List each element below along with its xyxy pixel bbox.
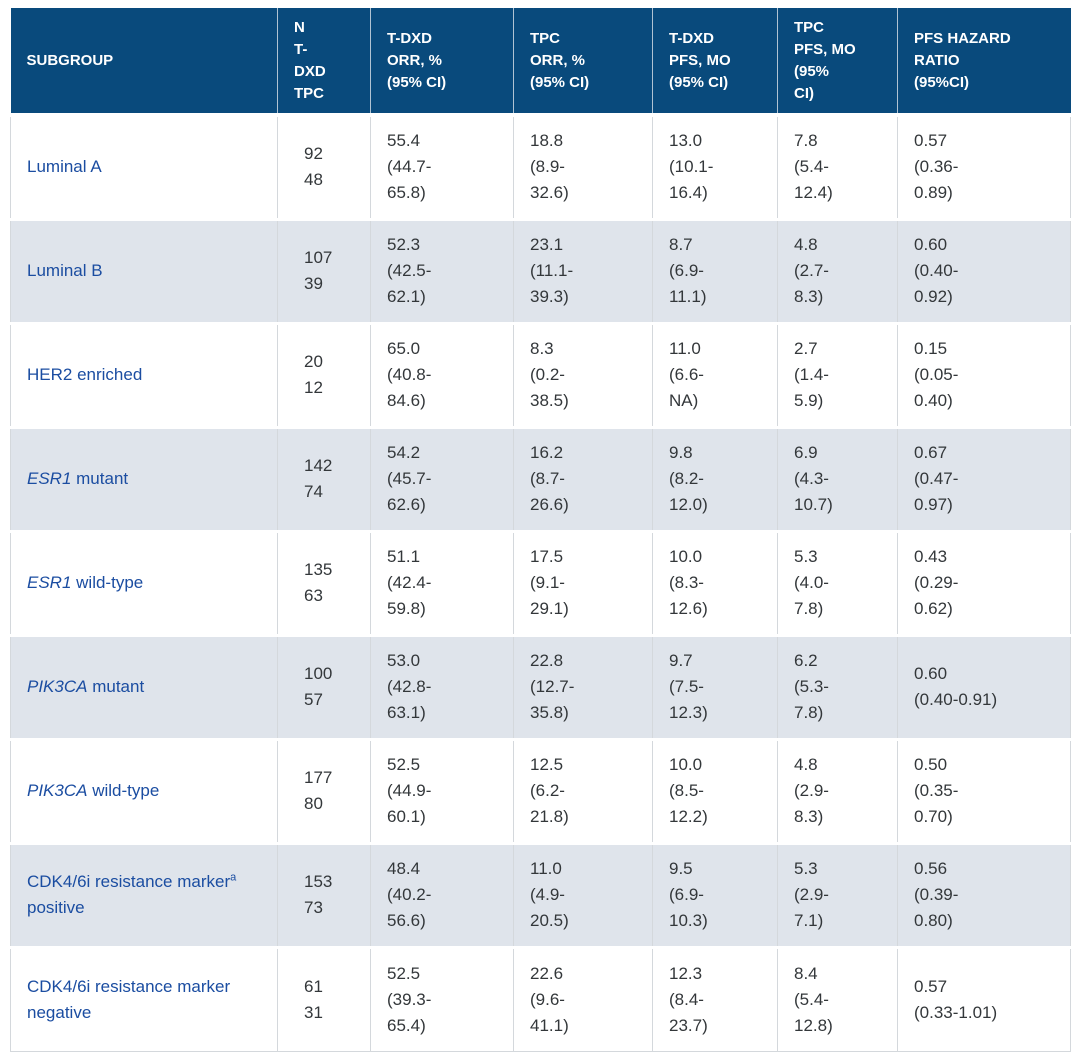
cell-tpc-pfs: 6.9 (4.3- 10.7) bbox=[777, 425, 898, 532]
cell-subgroup: CDK4/6i resistance marker negative bbox=[10, 945, 278, 1052]
cell-subgroup: Luminal A bbox=[10, 113, 278, 220]
footnote-marker: a bbox=[230, 871, 237, 884]
cell-pfs-hazard-ratio: 0.67 (0.47- 0.97) bbox=[897, 425, 1071, 532]
subgroup-label: Luminal A bbox=[27, 157, 102, 177]
subgroup-label: CDK4/6i resistance marker bbox=[27, 872, 231, 891]
table-row: CDK4/6i resistance markera positive 153 … bbox=[10, 841, 1071, 948]
table-row: CDK4/6i resistance marker negative 61 31… bbox=[10, 945, 1071, 1052]
cell-tpc-pfs: 4.8 (2.9- 8.3) bbox=[777, 737, 898, 844]
cell-n: 177 80 bbox=[277, 737, 371, 844]
gene-name: ESR1 bbox=[27, 573, 72, 592]
table-row: Luminal A 92 48 55.4 (44.7- 65.8) 18.8 (… bbox=[10, 113, 1071, 220]
cell-tdxd-pfs: 8.7 (6.9- 11.1) bbox=[652, 217, 778, 324]
column-header-tpc-pfs: TPC PFS, MO (95% CI) bbox=[777, 8, 898, 117]
cell-n: 92 48 bbox=[277, 113, 371, 220]
cell-n: 142 74 bbox=[277, 425, 371, 532]
cell-tpc-orr: 18.8 (8.9- 32.6) bbox=[513, 113, 653, 220]
cell-subgroup: PIK3CA wild-type bbox=[10, 737, 278, 844]
cell-tpc-pfs: 8.4 (5.4- 12.8) bbox=[777, 945, 898, 1052]
cell-n: 153 73 bbox=[277, 841, 371, 948]
column-header-n: N T- DXD TPC bbox=[277, 8, 371, 117]
cell-tdxd-pfs: 10.0 (8.5- 12.2) bbox=[652, 737, 778, 844]
cell-tdxd-orr: 65.0 (40.8- 84.6) bbox=[370, 321, 514, 428]
cell-tpc-orr: 8.3 (0.2- 38.5) bbox=[513, 321, 653, 428]
subgroup-label: wild-type bbox=[71, 573, 144, 592]
gene-name: PIK3CA bbox=[27, 677, 88, 696]
cell-tdxd-pfs: 9.7 (7.5- 12.3) bbox=[652, 633, 778, 740]
cell-tpc-pfs: 5.3 (4.0- 7.8) bbox=[777, 529, 898, 636]
cell-subgroup: PIK3CA mutant bbox=[10, 633, 278, 740]
gene-name: ESR1 bbox=[27, 469, 72, 488]
header-row: SUBGROUP N T- DXD TPC T-DXD ORR, % (95% … bbox=[10, 8, 1071, 117]
cell-tdxd-orr: 54.2 (45.7- 62.6) bbox=[370, 425, 514, 532]
cell-tdxd-pfs: 13.0 (10.1- 16.4) bbox=[652, 113, 778, 220]
subgroup-label: CDK4/6i resistance marker negative bbox=[27, 976, 231, 1022]
cell-n: 20 12 bbox=[277, 321, 371, 428]
cell-subgroup: ESR1 mutant bbox=[10, 425, 278, 532]
table-row: ESR1 mutant 142 74 54.2 (45.7- 62.6) 16.… bbox=[10, 425, 1071, 532]
cell-tdxd-pfs: 10.0 (8.3- 12.6) bbox=[652, 529, 778, 636]
gene-name: PIK3CA bbox=[27, 781, 88, 800]
cell-tdxd-orr: 53.0 (42.8- 63.1) bbox=[370, 633, 514, 740]
subgroup-label: Luminal B bbox=[27, 261, 103, 280]
cell-n: 61 31 bbox=[277, 945, 371, 1052]
cell-tpc-pfs: 4.8 (2.7- 8.3) bbox=[777, 217, 898, 324]
subgroup-label: mutant bbox=[71, 469, 129, 488]
cell-tdxd-orr: 52.3 (42.5- 62.1) bbox=[370, 217, 514, 324]
cell-tpc-orr: 23.1 (11.1- 39.3) bbox=[513, 217, 653, 324]
cell-tpc-pfs: 5.3 (2.9- 7.1) bbox=[777, 841, 898, 948]
cell-pfs-hazard-ratio: 0.50 (0.35- 0.70) bbox=[897, 737, 1071, 844]
table-row: PIK3CA mutant 100 57 53.0 (42.8- 63.1) 2… bbox=[10, 633, 1071, 740]
cell-tdxd-pfs: 9.8 (8.2- 12.0) bbox=[652, 425, 778, 532]
cell-tpc-pfs: 7.8 (5.4- 12.4) bbox=[777, 113, 898, 220]
cell-subgroup: CDK4/6i resistance markera positive bbox=[10, 841, 278, 948]
cell-tpc-orr: 22.6 (9.6- 41.1) bbox=[513, 945, 653, 1052]
cell-pfs-hazard-ratio: 0.57 (0.36- 0.89) bbox=[897, 113, 1071, 220]
cell-pfs-hazard-ratio: 0.60 (0.40-0.91) bbox=[897, 633, 1071, 740]
cell-tpc-orr: 12.5 (6.2- 21.8) bbox=[513, 737, 653, 844]
cell-tpc-pfs: 6.2 (5.3- 7.8) bbox=[777, 633, 898, 740]
column-header-subgroup: SUBGROUP bbox=[10, 8, 278, 117]
table-row: PIK3CA wild-type 177 80 52.5 (44.9- 60.1… bbox=[10, 737, 1071, 844]
column-header-tdxd-orr: T-DXD ORR, % (95% CI) bbox=[370, 8, 514, 117]
column-header-tpc-orr: TPC ORR, % (95% CI) bbox=[513, 8, 653, 117]
subgroup-label: mutant bbox=[87, 677, 145, 696]
cell-subgroup: HER2 enriched bbox=[10, 321, 278, 428]
column-header-tdxd-pfs: T-DXD PFS, MO (95% CI) bbox=[652, 8, 778, 117]
cell-pfs-hazard-ratio: 0.43 (0.29- 0.62) bbox=[897, 529, 1071, 636]
subgroup-label: wild-type bbox=[87, 781, 160, 800]
cell-subgroup: ESR1 wild-type bbox=[10, 529, 278, 636]
cell-tdxd-orr: 51.1 (42.4- 59.8) bbox=[370, 529, 514, 636]
cell-tpc-orr: 22.8 (12.7- 35.8) bbox=[513, 633, 653, 740]
cell-n: 107 39 bbox=[277, 217, 371, 324]
cell-tpc-orr: 17.5 (9.1- 29.1) bbox=[513, 529, 653, 636]
cell-n: 135 63 bbox=[277, 529, 371, 636]
table-row: HER2 enriched 20 12 65.0 (40.8- 84.6) 8.… bbox=[10, 321, 1071, 428]
column-header-pfs-hazard-ratio: PFS HAZARD RATIO (95%CI) bbox=[897, 8, 1071, 117]
cell-tdxd-pfs: 11.0 (6.6- NA) bbox=[652, 321, 778, 428]
cell-pfs-hazard-ratio: 0.15 (0.05- 0.40) bbox=[897, 321, 1071, 428]
cell-tdxd-orr: 48.4 (40.2- 56.6) bbox=[370, 841, 514, 948]
cell-tpc-orr: 11.0 (4.9- 20.5) bbox=[513, 841, 653, 948]
cell-tdxd-orr: 52.5 (39.3- 65.4) bbox=[370, 945, 514, 1052]
cell-n: 100 57 bbox=[277, 633, 371, 740]
cell-tdxd-orr: 55.4 (44.7- 65.8) bbox=[370, 113, 514, 220]
subgroup-label: HER2 enriched bbox=[27, 365, 143, 384]
table-row: Luminal B 107 39 52.3 (42.5- 62.1) 23.1 … bbox=[10, 217, 1071, 324]
cell-tpc-orr: 16.2 (8.7- 26.6) bbox=[513, 425, 653, 532]
cell-subgroup: Luminal B bbox=[10, 217, 278, 324]
table-row: ESR1 wild-type 135 63 51.1 (42.4- 59.8) … bbox=[10, 529, 1071, 636]
subgroup-results-figure: SUBGROUP N T- DXD TPC T-DXD ORR, % (95% … bbox=[10, 8, 1071, 1052]
subgroup-analysis-table: SUBGROUP N T- DXD TPC T-DXD ORR, % (95% … bbox=[10, 8, 1071, 1052]
cell-tdxd-pfs: 9.5 (6.9- 10.3) bbox=[652, 841, 778, 948]
cell-pfs-hazard-ratio: 0.57 (0.33-1.01) bbox=[897, 945, 1071, 1052]
subgroup-label-post: positive bbox=[27, 898, 85, 917]
cell-tpc-pfs: 2.7 (1.4- 5.9) bbox=[777, 321, 898, 428]
cell-pfs-hazard-ratio: 0.56 (0.39- 0.80) bbox=[897, 841, 1071, 948]
cell-tdxd-orr: 52.5 (44.9- 60.1) bbox=[370, 737, 514, 844]
cell-pfs-hazard-ratio: 0.60 (0.40- 0.92) bbox=[897, 217, 1071, 324]
cell-tdxd-pfs: 12.3 (8.4- 23.7) bbox=[652, 945, 778, 1052]
